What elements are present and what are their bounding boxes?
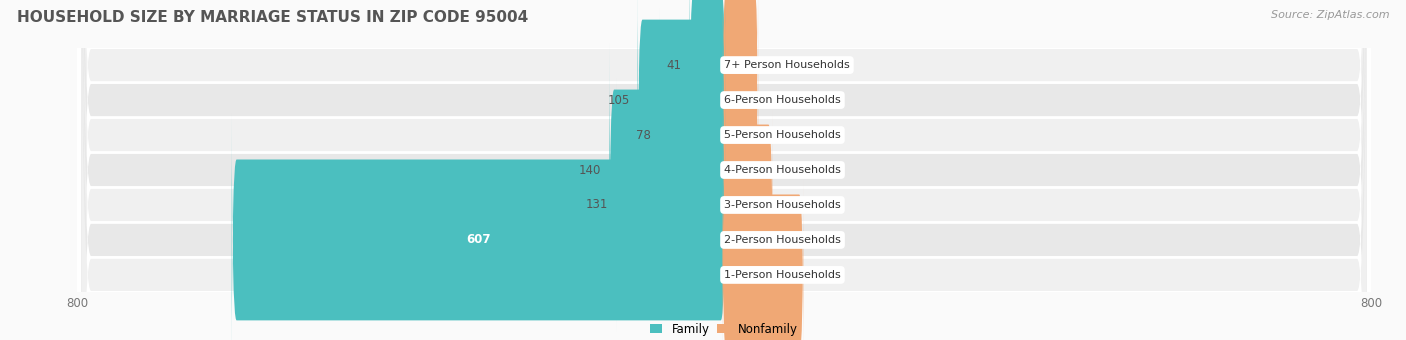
Text: 2-Person Households: 2-Person Households [724,235,841,245]
Text: 96: 96 [811,268,827,282]
Text: 3-Person Households: 3-Person Households [724,200,841,210]
FancyBboxPatch shape [723,0,758,159]
Text: 4-Person Households: 4-Person Households [724,165,841,175]
Text: HOUSEHOLD SIZE BY MARRIAGE STATUS IN ZIP CODE 95004: HOUSEHOLD SIZE BY MARRIAGE STATUS IN ZIP… [17,10,529,25]
FancyBboxPatch shape [82,0,1367,340]
Text: 140: 140 [579,164,602,176]
Text: 5-Person Households: 5-Person Households [724,130,841,140]
Text: 7+ Person Households: 7+ Person Households [724,60,849,70]
FancyBboxPatch shape [82,0,1367,340]
Text: 78: 78 [637,129,651,141]
FancyBboxPatch shape [82,0,1367,340]
FancyBboxPatch shape [659,6,725,265]
Text: 14: 14 [745,234,761,246]
Text: Source: ZipAtlas.com: Source: ZipAtlas.com [1271,10,1389,20]
Text: 1-Person Households: 1-Person Households [724,270,841,280]
FancyBboxPatch shape [723,110,773,300]
FancyBboxPatch shape [82,0,1367,340]
FancyBboxPatch shape [723,6,758,194]
FancyBboxPatch shape [82,0,1367,340]
FancyBboxPatch shape [82,0,1367,340]
FancyBboxPatch shape [723,40,758,230]
FancyBboxPatch shape [609,40,725,300]
FancyBboxPatch shape [637,0,725,230]
Text: 105: 105 [607,94,630,106]
Text: 131: 131 [586,199,609,211]
Text: 58: 58 [780,199,796,211]
FancyBboxPatch shape [723,146,737,334]
Text: 0: 0 [766,58,773,72]
FancyBboxPatch shape [723,75,758,265]
Text: 0: 0 [766,164,773,176]
Text: 0: 0 [766,129,773,141]
FancyBboxPatch shape [617,75,725,334]
FancyBboxPatch shape [82,0,1367,340]
FancyBboxPatch shape [723,181,803,340]
Text: 607: 607 [467,234,491,246]
FancyBboxPatch shape [232,110,725,340]
Text: 6-Person Households: 6-Person Households [724,95,841,105]
Text: 41: 41 [666,58,682,72]
Legend: Family, Nonfamily: Family, Nonfamily [645,318,803,340]
FancyBboxPatch shape [689,0,725,194]
Text: 0: 0 [766,94,773,106]
